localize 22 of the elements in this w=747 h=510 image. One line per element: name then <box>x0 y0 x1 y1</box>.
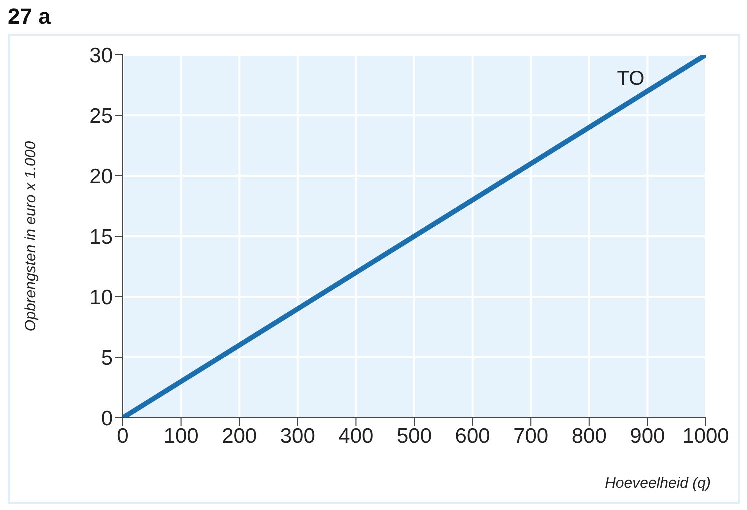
y-tick-label: 20 <box>90 165 113 188</box>
y-tick-label: 10 <box>90 286 113 310</box>
x-tick-label: 100 <box>164 424 199 448</box>
x-tick-label: 0 <box>117 424 129 448</box>
x-tick-label: 1000 <box>682 424 730 448</box>
y-tick-label: 0 <box>101 407 113 430</box>
x-tick-label: 600 <box>455 424 490 448</box>
y-tick-label: 25 <box>90 104 113 128</box>
series-label: TO <box>617 68 645 90</box>
x-tick-label: 500 <box>396 424 432 448</box>
x-axis-title: Hoeveelheid (q) <box>605 475 711 492</box>
chart-title: 27 a <box>8 4 51 30</box>
x-tick-label: 400 <box>338 424 374 448</box>
y-axis-title: Opbrengsten in euro x 1.000 <box>22 140 40 332</box>
x-tick-label: 700 <box>514 424 549 448</box>
y-tick-label: 30 <box>90 44 113 68</box>
x-tick-label: 800 <box>572 424 607 448</box>
y-tick-label: 5 <box>101 346 113 370</box>
x-tick-label: 200 <box>222 424 258 448</box>
x-tick-label: 900 <box>630 424 666 448</box>
y-tick-label: 15 <box>90 226 113 249</box>
x-tick-label: 300 <box>280 424 316 448</box>
